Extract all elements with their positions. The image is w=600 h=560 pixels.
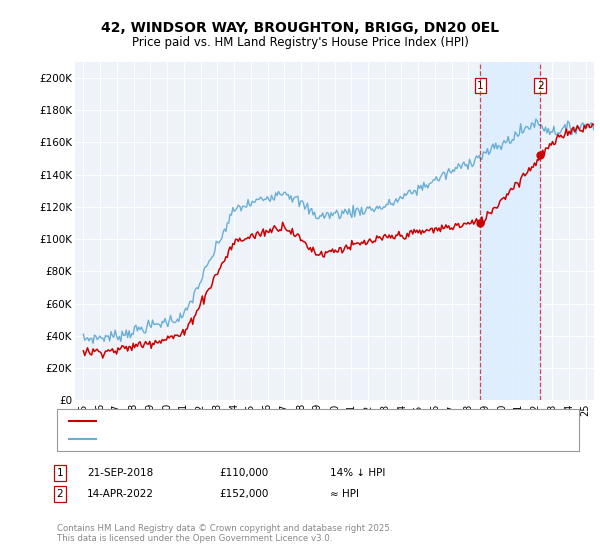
- Text: ≈ HPI: ≈ HPI: [330, 489, 359, 499]
- Text: HPI: Average price, semi-detached house, North Lincolnshire: HPI: Average price, semi-detached house,…: [102, 434, 399, 444]
- Bar: [481, 62, 540, 400]
- Text: Contains HM Land Registry data © Crown copyright and database right 2025.
This d: Contains HM Land Registry data © Crown c…: [57, 524, 392, 543]
- Text: 14% ↓ HPI: 14% ↓ HPI: [330, 468, 385, 478]
- Text: 14-APR-2022: 14-APR-2022: [87, 489, 154, 499]
- Text: 42, WINDSOR WAY, BROUGHTON, BRIGG, DN20 0EL: 42, WINDSOR WAY, BROUGHTON, BRIGG, DN20 …: [101, 21, 499, 35]
- Text: Price paid vs. HM Land Registry's House Price Index (HPI): Price paid vs. HM Land Registry's House …: [131, 36, 469, 49]
- Text: 1: 1: [477, 81, 484, 91]
- Text: 21-SEP-2018: 21-SEP-2018: [87, 468, 153, 478]
- Text: 2: 2: [56, 489, 64, 499]
- Text: 2: 2: [537, 81, 544, 91]
- Text: £152,000: £152,000: [219, 489, 268, 499]
- Text: 1: 1: [56, 468, 64, 478]
- Text: £110,000: £110,000: [219, 468, 268, 478]
- Text: 42, WINDSOR WAY, BROUGHTON, BRIGG, DN20 0EL (semi-detached house): 42, WINDSOR WAY, BROUGHTON, BRIGG, DN20 …: [102, 416, 472, 426]
